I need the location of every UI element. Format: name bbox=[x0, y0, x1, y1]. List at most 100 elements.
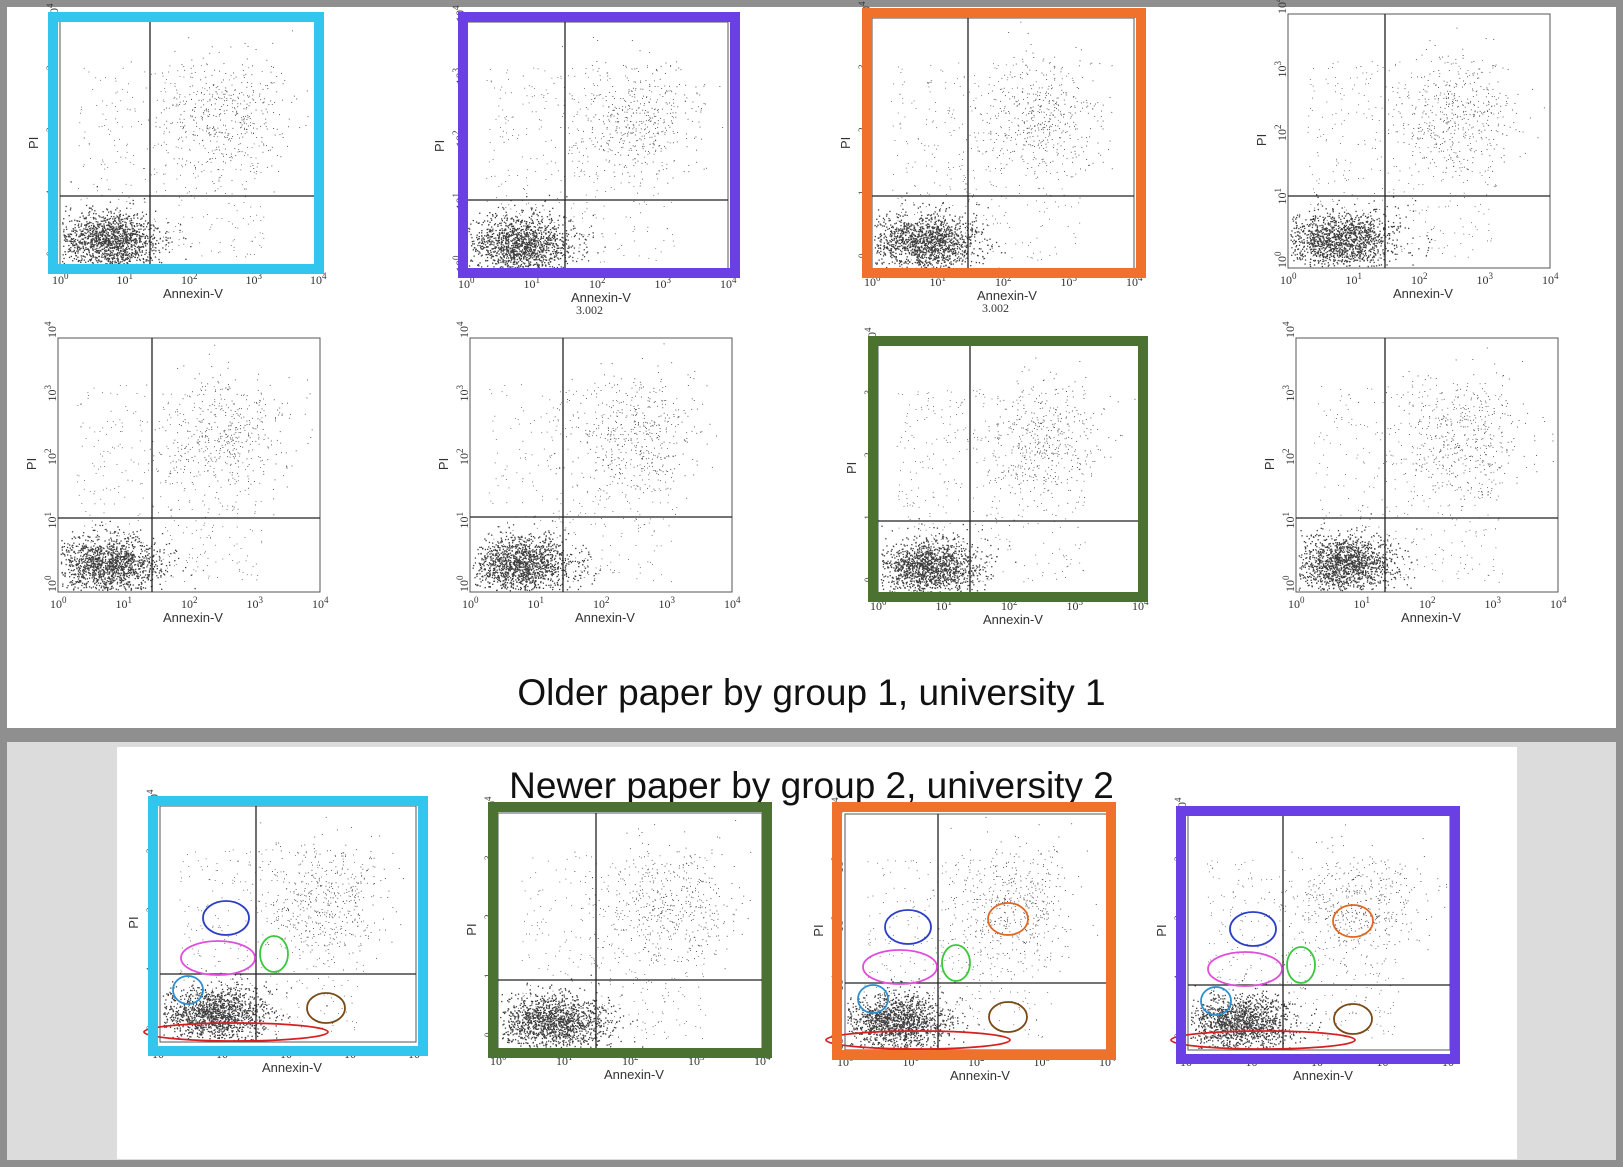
x-axis-label: Annexin-V bbox=[983, 612, 1043, 627]
y-axis-label: PI bbox=[26, 137, 41, 149]
x-tick-label: 103 bbox=[344, 1045, 361, 1061]
x-tick-label: 101 bbox=[556, 1052, 573, 1068]
plot-axes-box bbox=[871, 17, 1135, 271]
x-axis-label: Annexin-V bbox=[604, 1067, 664, 1082]
x-axis-label: Annexin-V bbox=[1293, 1068, 1353, 1083]
magenta-outline bbox=[180, 940, 256, 976]
x-tick-label: 102 bbox=[593, 595, 610, 611]
y-axis-label: PI bbox=[811, 924, 826, 936]
x-tick-label: 104 bbox=[1542, 271, 1559, 287]
x-tick-label: 100 bbox=[870, 597, 887, 613]
scatter-plot-bottom-1-2: 100 100 101 101 102 102 103 103 104 104 Annexin-V P… bbox=[464, 796, 771, 1082]
x-tick-label: 100 bbox=[1288, 595, 1305, 611]
scatter-points bbox=[472, 343, 717, 592]
scatter-points bbox=[1290, 27, 1545, 268]
x-tick-label: 101 bbox=[930, 273, 947, 289]
x-tick-label: 101 bbox=[216, 1045, 233, 1061]
scatter-plot-bottom-1-4: 100100101101102102103103104104Annexin-VP… bbox=[1154, 797, 1459, 1083]
y-tick-label: 102 bbox=[863, 453, 879, 470]
y-tick-label: 100 bbox=[483, 1032, 499, 1049]
y-tick-label: 104 bbox=[1273, 0, 1289, 14]
y-tick-label: 103 bbox=[455, 385, 471, 402]
x-axis-label: Annexin-V bbox=[1401, 610, 1461, 625]
x-tick-label: 102 bbox=[181, 595, 198, 611]
x-tick-label: 100 bbox=[864, 273, 881, 289]
x-tick-label: 103 bbox=[1477, 271, 1494, 287]
scatter-plot-top-2-4: 100 100 101 101 102 102 103 103 104 104 Annexin-V P… bbox=[1262, 321, 1567, 625]
light-blue-outline bbox=[172, 975, 204, 1005]
y-tick-label: 101 bbox=[145, 967, 161, 984]
scatter-points bbox=[847, 816, 1099, 1050]
x-tick-label: 101 bbox=[903, 1053, 920, 1069]
x-tick-label: 102 bbox=[181, 271, 198, 287]
y-tick-label: 100 bbox=[43, 575, 59, 592]
y-tick-label: 101 bbox=[483, 974, 499, 991]
x-tick-label: 100 bbox=[1180, 1053, 1197, 1069]
y-axis-label: PI bbox=[844, 462, 859, 474]
y-tick-label: 101 bbox=[43, 512, 59, 529]
y-tick-label: 103 bbox=[145, 848, 161, 865]
x-axis-label: Annexin-V bbox=[1393, 286, 1453, 301]
y-tick-label: 100 bbox=[455, 575, 471, 592]
y-tick-label: 100 bbox=[863, 577, 879, 594]
y-tick-label: 104 bbox=[830, 797, 846, 814]
scatter-points bbox=[468, 37, 724, 272]
green-outline bbox=[1286, 946, 1316, 984]
red-outline bbox=[1170, 1030, 1356, 1050]
x-tick-label: 102 bbox=[622, 1052, 639, 1068]
y-tick-label: 104 bbox=[145, 789, 161, 806]
y-tick-label: 103 bbox=[1273, 61, 1289, 78]
x-tick-label: 100 bbox=[50, 595, 67, 611]
light-blue-outline bbox=[1200, 986, 1232, 1016]
blue-outline bbox=[884, 909, 932, 945]
y-tick-label: 104 bbox=[1281, 321, 1297, 338]
y-tick-label: 100 bbox=[1273, 251, 1289, 268]
x-tick-label: 102 bbox=[1411, 271, 1428, 287]
y-tick-label: 101 bbox=[455, 512, 471, 529]
x-tick-label: 104 bbox=[754, 1052, 771, 1068]
scatter-plot-top-1-2: 100 100 101 101 102 102 103 103 104 104 Annexin-V P… bbox=[432, 5, 737, 317]
x-tick-label: 103 bbox=[1067, 597, 1084, 613]
x-tick-label: 102 bbox=[1001, 597, 1018, 613]
stray-label: 3.002 bbox=[576, 303, 603, 317]
y-axis-label: PI bbox=[1154, 924, 1169, 936]
y-tick-label: 104 bbox=[1173, 797, 1189, 814]
y-axis-label: PI bbox=[1254, 134, 1269, 146]
x-axis-label: Annexin-V bbox=[950, 1068, 1010, 1083]
scatter-plot-bottom-1-3: 100100101101102102103103104104Annexin-VP… bbox=[811, 797, 1116, 1083]
x-tick-label: 100 bbox=[152, 1045, 169, 1061]
x-tick-label: 102 bbox=[280, 1045, 297, 1061]
x-axis-label: Annexin-V bbox=[262, 1060, 322, 1075]
y-tick-label: 103 bbox=[1281, 385, 1297, 402]
y-tick-label: 100 bbox=[857, 253, 873, 270]
x-tick-label: 104 bbox=[408, 1045, 425, 1061]
y-tick-label: 101 bbox=[830, 975, 846, 992]
x-tick-label: 104 bbox=[312, 595, 329, 611]
x-tick-label: 104 bbox=[720, 275, 737, 291]
x-tick-label: 100 bbox=[837, 1053, 854, 1069]
x-tick-label: 100 bbox=[458, 275, 475, 291]
y-tick-label: 101 bbox=[1273, 188, 1289, 205]
y-axis-label: PI bbox=[838, 137, 853, 149]
plot-axes-box bbox=[57, 337, 321, 593]
plot-axes-box bbox=[1287, 13, 1551, 269]
x-tick-label: 103 bbox=[246, 271, 263, 287]
y-tick-label: 104 bbox=[451, 5, 467, 22]
y-axis-label: PI bbox=[436, 458, 451, 470]
green-outline bbox=[941, 944, 971, 982]
x-tick-label: 104 bbox=[724, 595, 741, 611]
y-tick-label: 101 bbox=[1281, 512, 1297, 529]
x-tick-label: 104 bbox=[1442, 1053, 1459, 1069]
scatter-plot-top-2-2: 100 100 101 101 102 102 103 103 104 104 Annexin-V P… bbox=[436, 321, 741, 625]
top-caption: Older paper by group 1, university 1 bbox=[0, 672, 1623, 714]
x-tick-label: 102 bbox=[968, 1053, 985, 1069]
brown-outline bbox=[306, 992, 346, 1024]
x-tick-label: 103 bbox=[688, 1052, 705, 1068]
x-tick-label: 100 bbox=[52, 271, 69, 287]
brown-outline bbox=[1333, 1003, 1373, 1035]
plot-axes-box bbox=[159, 805, 417, 1043]
y-tick-label: 102 bbox=[1173, 916, 1189, 933]
blue-outline bbox=[202, 900, 250, 936]
y-tick-label: 103 bbox=[1173, 856, 1189, 873]
y-tick-label: 102 bbox=[45, 128, 61, 145]
